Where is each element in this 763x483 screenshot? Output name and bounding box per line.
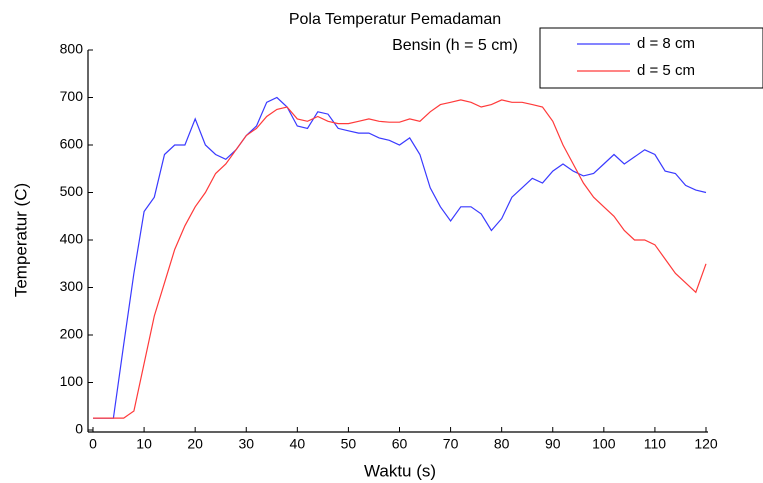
data-line <box>93 96 707 419</box>
y-tick-label: 300 <box>60 278 84 294</box>
x-tick-label: 60 <box>392 436 408 452</box>
y-tick-label: 400 <box>60 231 84 247</box>
legend-label: d = 8 cm <box>637 35 695 52</box>
x-tick-label: 80 <box>494 436 510 452</box>
data-line <box>93 99 707 419</box>
y-tick-label: 800 <box>60 41 84 57</box>
x-tick-label: 110 <box>644 436 667 452</box>
x-tick-label: 40 <box>290 436 306 452</box>
x-tick-label: 50 <box>341 436 357 452</box>
x-tick-label: 20 <box>187 436 203 452</box>
x-tick-label: 0 <box>89 436 97 452</box>
x-axis-title: Waktu (s) <box>364 461 436 480</box>
x-tick-label: 120 <box>694 436 718 452</box>
y-tick-label: 500 <box>60 183 84 199</box>
y-axis-title: Temperatur (C) <box>11 183 30 297</box>
y-tick-label: 700 <box>60 88 84 104</box>
x-tick-label: 70 <box>443 436 459 452</box>
y-tick-label: 600 <box>60 136 84 152</box>
chart-title: Pola Temperatur Pemadaman <box>289 11 501 28</box>
x-tick-label: 10 <box>136 436 152 452</box>
x-tick-label: 30 <box>238 436 254 452</box>
y-tick-label: 100 <box>60 373 84 389</box>
y-tick-label: 200 <box>60 326 84 342</box>
legend-box <box>539 27 763 89</box>
legend-label: d = 5 cm <box>637 62 695 79</box>
x-tick-label: 90 <box>545 436 561 452</box>
x-tick-label: 100 <box>592 436 616 452</box>
y-tick-label: 0 <box>75 421 83 437</box>
chart-subtitle: Bensin (h = 5 cm) <box>392 37 518 54</box>
